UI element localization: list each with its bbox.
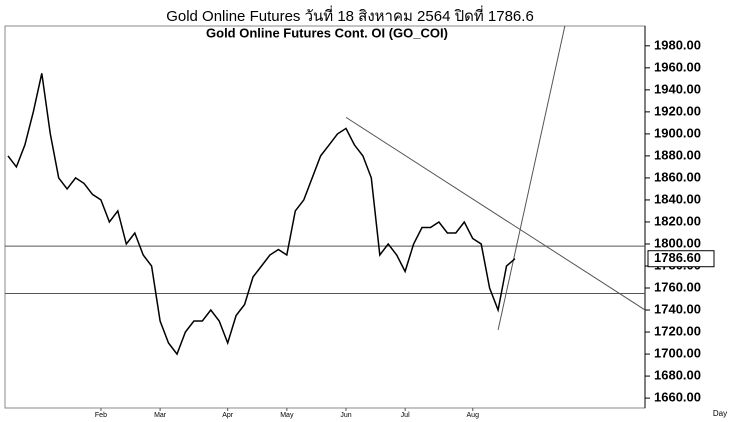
y-tick-label: 1840.00 bbox=[654, 191, 701, 206]
last-price-label: 1786.60 bbox=[654, 250, 701, 265]
x-tick-label: May bbox=[280, 412, 294, 419]
y-tick-label: 1880.00 bbox=[654, 147, 701, 162]
y-tick-label: 1920.00 bbox=[654, 103, 701, 118]
y-tick-label: 1960.00 bbox=[654, 59, 701, 74]
price-line bbox=[7, 73, 516, 356]
trend-line bbox=[345, 116, 646, 311]
y-tick-label: 1940.00 bbox=[654, 81, 701, 96]
chart-subtitle: Gold Online Futures Cont. OI (GO_COI) bbox=[206, 25, 448, 40]
last-price-box bbox=[647, 250, 715, 268]
y-tick-label: 1680.00 bbox=[654, 368, 701, 383]
trend-line bbox=[497, 25, 566, 330]
x-tick-label: Feb bbox=[95, 412, 107, 419]
x-tick-label: Jun bbox=[340, 412, 351, 419]
y-tick-label: 1820.00 bbox=[654, 213, 701, 228]
y-tick-label: 1900.00 bbox=[654, 125, 701, 140]
x-tick-label: Aug bbox=[467, 412, 480, 419]
y-tick-label: 1980.00 bbox=[654, 37, 701, 52]
y-tick-label: 1700.00 bbox=[654, 345, 701, 360]
x-tick-label: Jul bbox=[401, 412, 410, 419]
x-tick-label: Apr bbox=[222, 412, 234, 419]
x-unit-label: Day bbox=[713, 409, 727, 418]
y-tick-label: 1800.00 bbox=[654, 235, 701, 250]
y-tick-label: 1760.00 bbox=[654, 279, 701, 294]
y-tick-label: 1740.00 bbox=[654, 301, 701, 316]
y-tick-label: 1860.00 bbox=[654, 169, 701, 184]
x-tick-label: Mar bbox=[154, 412, 167, 419]
y-tick-label: 1660.00 bbox=[654, 390, 701, 405]
y-tick-label: 1720.00 bbox=[654, 323, 701, 338]
chart-title: Gold Online Futures วันที่ 18 สิงหาคม 25… bbox=[166, 5, 534, 25]
